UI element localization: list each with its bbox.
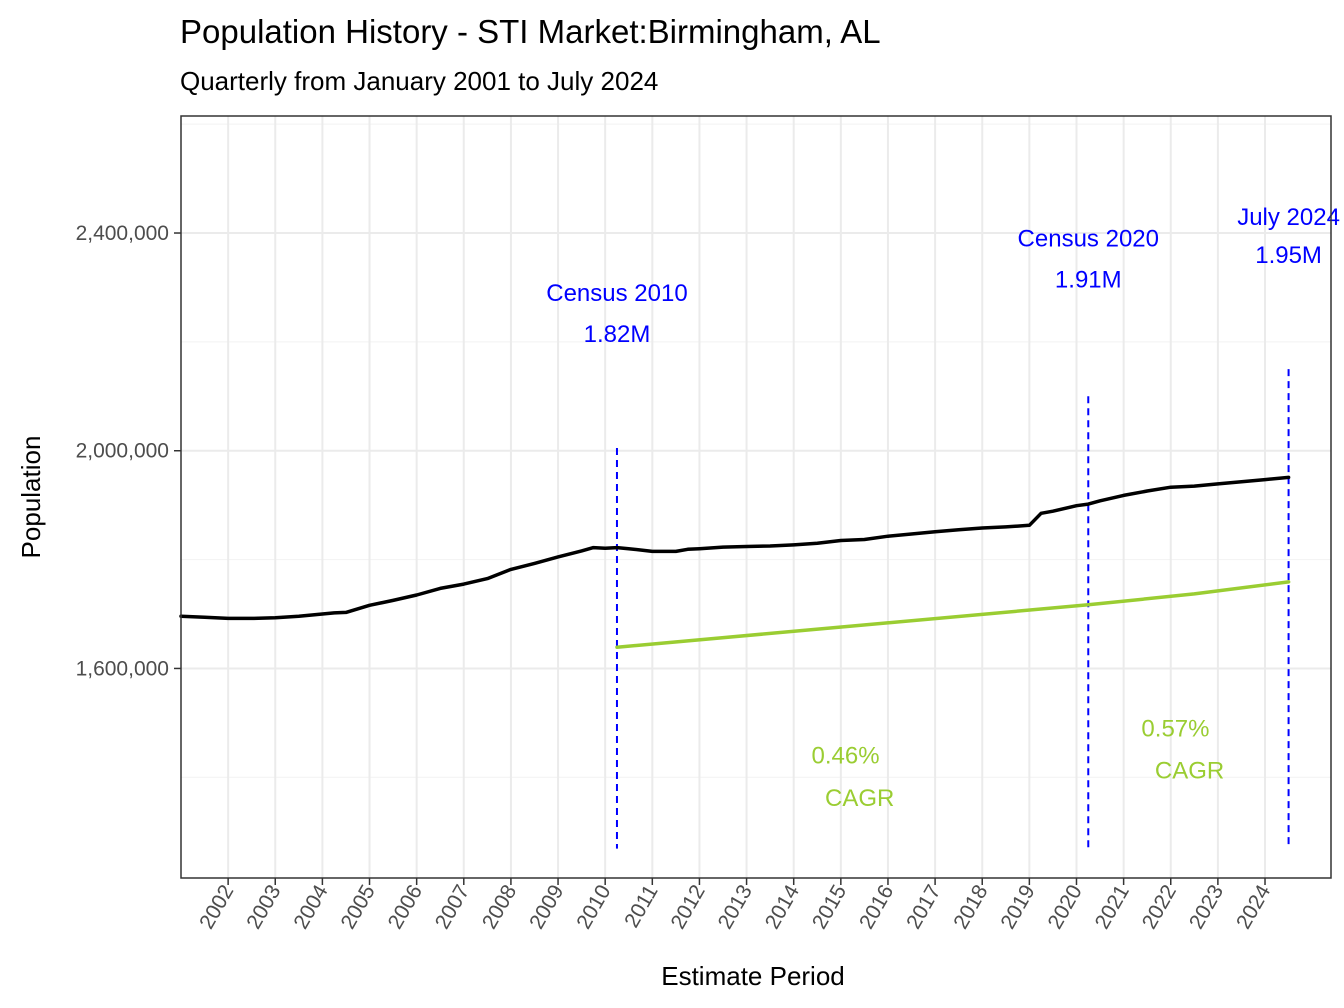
series-line <box>615 580 1291 649</box>
data-series <box>179 475 1291 649</box>
y-tick-label: 2,000,000 <box>76 440 169 463</box>
x-tick-label: 2010 <box>572 881 615 933</box>
x-tick-label: 2017 <box>902 881 945 933</box>
x-tick-label: 2003 <box>242 881 285 933</box>
annotation-label: 0.57% <box>1141 715 1209 742</box>
x-tick-label: 2002 <box>195 881 238 933</box>
annotation-label: Census 2010 <box>546 280 687 307</box>
x-tick-label: 2015 <box>808 881 851 933</box>
annotation-label: 1.91M <box>1055 266 1122 293</box>
x-tick-label: 2012 <box>666 881 709 933</box>
y-tick-label: 2,400,000 <box>76 222 169 245</box>
x-tick-label: 2024 <box>1232 881 1275 933</box>
y-axis-label: Population <box>16 436 46 559</box>
chart-title: Population History - STI Market:Birmingh… <box>180 13 881 50</box>
annotation-label: 0.46% <box>812 743 880 770</box>
x-tick-label: 2013 <box>714 881 757 933</box>
y-tick-label: 1,600,000 <box>76 657 169 680</box>
x-tick-label: 2014 <box>761 881 804 933</box>
x-tick-label: 2011 <box>620 881 663 932</box>
x-tick-label: 2016 <box>855 881 898 933</box>
x-tick-label: 2009 <box>525 881 568 933</box>
chart-subtitle: Quarterly from January 2001 to July 2024 <box>180 66 658 96</box>
annotation-label: July 2024 <box>1237 204 1340 231</box>
x-tick-label: 2021 <box>1091 881 1134 933</box>
major-gridlines <box>181 116 1331 878</box>
x-tick-label: 2022 <box>1138 881 1181 933</box>
annotation-label: 1.95M <box>1255 242 1322 269</box>
annotation-label: Census 2020 <box>1018 226 1159 253</box>
annotation-label: CAGR <box>825 785 894 812</box>
series-line <box>179 475 1291 621</box>
x-tick-label: 2005 <box>337 881 380 933</box>
annotation-label: CAGR <box>1155 757 1224 784</box>
plot-panel <box>181 116 1331 878</box>
x-tick-label: 2023 <box>1185 881 1228 933</box>
x-axis-label: Estimate Period <box>661 961 845 991</box>
x-tick-label: 2019 <box>996 881 1039 933</box>
annotation-label: 1.82M <box>584 321 651 348</box>
minor-gridlines <box>181 123 1331 778</box>
plot-border <box>180 115 1332 879</box>
x-tick-label: 2007 <box>431 881 474 933</box>
y-axis: 1,600,000 2,000,000 2,400,000 <box>76 222 181 680</box>
x-tick-label: 2008 <box>478 881 521 933</box>
x-tick-label: 2018 <box>949 881 992 933</box>
x-tick-label: 2006 <box>384 881 427 933</box>
x-tick-label: 2004 <box>289 881 332 933</box>
reference-lines <box>615 369 1290 849</box>
x-tick-label: 2020 <box>1044 881 1087 933</box>
x-axis: 2002 2003 2004 2005 2006 2007 2008 2009 2010 2011… <box>195 878 1276 933</box>
annotations: Census 2010 1.82M Census 2020 1.91M July 202… <box>546 204 1340 812</box>
